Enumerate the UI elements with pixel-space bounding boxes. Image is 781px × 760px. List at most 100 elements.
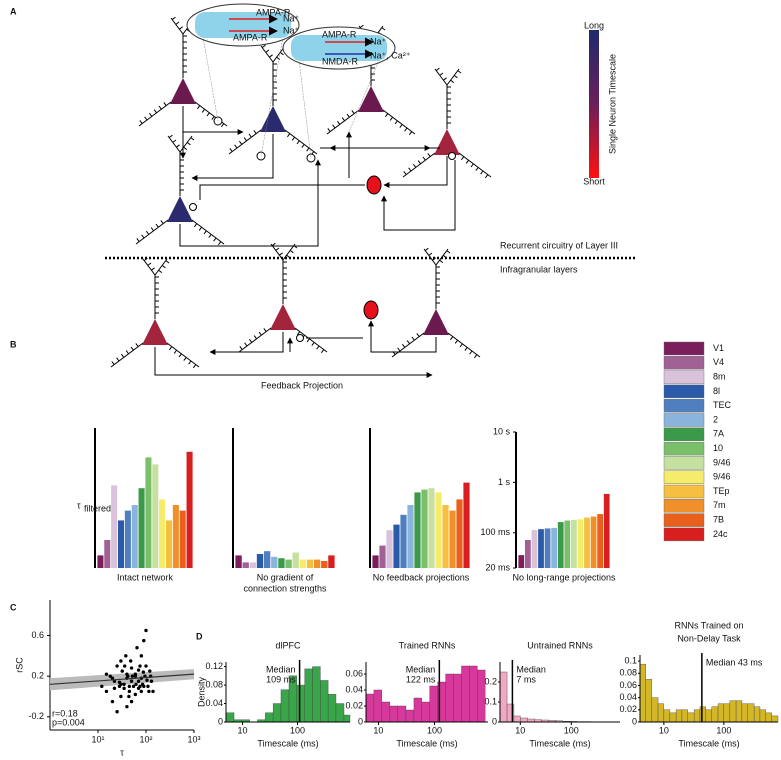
spine [158, 105, 162, 110]
bar [97, 555, 104, 568]
x-axis-label: Timescale (ms) [257, 738, 318, 748]
colorbar-title: Single Neuron Timescale [607, 54, 617, 154]
spine [111, 361, 115, 365]
spine [408, 131, 413, 136]
spine [359, 24, 364, 28]
histogram-bar [499, 671, 508, 723]
spine [465, 159, 470, 164]
bar [603, 493, 610, 568]
bar [159, 499, 166, 568]
spine [276, 56, 281, 60]
histogram-bar [663, 709, 671, 723]
bar [124, 510, 131, 568]
spine [171, 16, 176, 21]
spine [179, 26, 183, 30]
bar [456, 499, 463, 568]
projection-label: Feedback Projection [261, 380, 343, 390]
point [110, 699, 115, 704]
legend-swatch [663, 413, 705, 427]
histogram-bar [513, 715, 521, 723]
dendrite [458, 152, 492, 178]
point [141, 670, 146, 674]
point [124, 654, 128, 658]
spine [144, 116, 148, 121]
bar [379, 545, 386, 568]
connection [154, 347, 433, 378]
x-tick-label: 10 [373, 725, 383, 735]
spine [460, 156, 465, 161]
panel-label: A [10, 6, 17, 16]
point [129, 699, 134, 704]
point [130, 674, 135, 678]
dendrite [154, 258, 168, 276]
annotation: r=0.18 [52, 708, 78, 718]
point [133, 674, 138, 678]
spine [384, 113, 389, 118]
dendrite [142, 258, 156, 276]
legend-label: V4 [713, 357, 724, 367]
spine [125, 350, 130, 355]
y-tick-label: 0.2 [484, 676, 497, 686]
histogram-bar [693, 709, 701, 723]
point [148, 669, 152, 673]
dendrite [402, 152, 436, 178]
spine [306, 338, 310, 343]
dendrite [446, 68, 460, 86]
histogram-bar [705, 709, 713, 723]
spine [139, 120, 143, 124]
spine [336, 120, 341, 125]
histogram-bar [717, 703, 725, 723]
spine [291, 136, 296, 141]
spine [341, 117, 346, 122]
spine [150, 227, 155, 232]
spine [311, 342, 315, 346]
dendrite [179, 135, 193, 153]
dendrite [284, 129, 318, 155]
neuron [434, 129, 460, 155]
inset-label: AMPA-R [233, 32, 268, 42]
median-label: Median [516, 664, 546, 674]
spine [178, 353, 182, 358]
spine [229, 148, 233, 152]
spine [316, 345, 320, 350]
inhibitory-synapse [448, 152, 456, 160]
point [138, 684, 142, 689]
spine [279, 252, 283, 256]
inhibitory-synapse [296, 334, 304, 342]
connection [383, 156, 448, 188]
dendrite [228, 129, 262, 155]
histogram-bar [381, 701, 391, 723]
neuron [142, 319, 168, 345]
legend-label: 9/46 [713, 457, 731, 467]
spine [475, 167, 479, 171]
legend-label: 7m [713, 500, 726, 510]
y-tick-label: 10 s [493, 426, 511, 436]
legend-swatch [663, 427, 705, 441]
y-tick-label: 100 ms [480, 527, 510, 537]
spine [163, 102, 167, 106]
annotation: p=0.004 [52, 717, 85, 727]
bar [145, 457, 152, 568]
spine [148, 112, 153, 117]
histogram-bar [389, 705, 398, 723]
spine [286, 133, 291, 138]
y-tick-label: 0 [218, 716, 223, 726]
bar [321, 561, 328, 568]
y-tick-label: 0.06 [619, 680, 637, 690]
point [100, 684, 104, 689]
bar [186, 451, 193, 568]
histogram-bar [461, 665, 470, 723]
bar [414, 492, 421, 568]
dendrite [447, 332, 481, 358]
bar [428, 488, 435, 568]
spine [183, 357, 187, 361]
point [134, 682, 138, 686]
legend-label: TEp [713, 486, 730, 496]
y-tick-label: 0.04 [345, 684, 363, 694]
layer-label: Recurrent circuitry of Layer III [500, 240, 618, 250]
dendrite [138, 101, 172, 127]
median-label: Median [266, 664, 296, 674]
spine [203, 230, 207, 235]
bar [313, 559, 321, 568]
circuit-diagram [105, 3, 636, 378]
